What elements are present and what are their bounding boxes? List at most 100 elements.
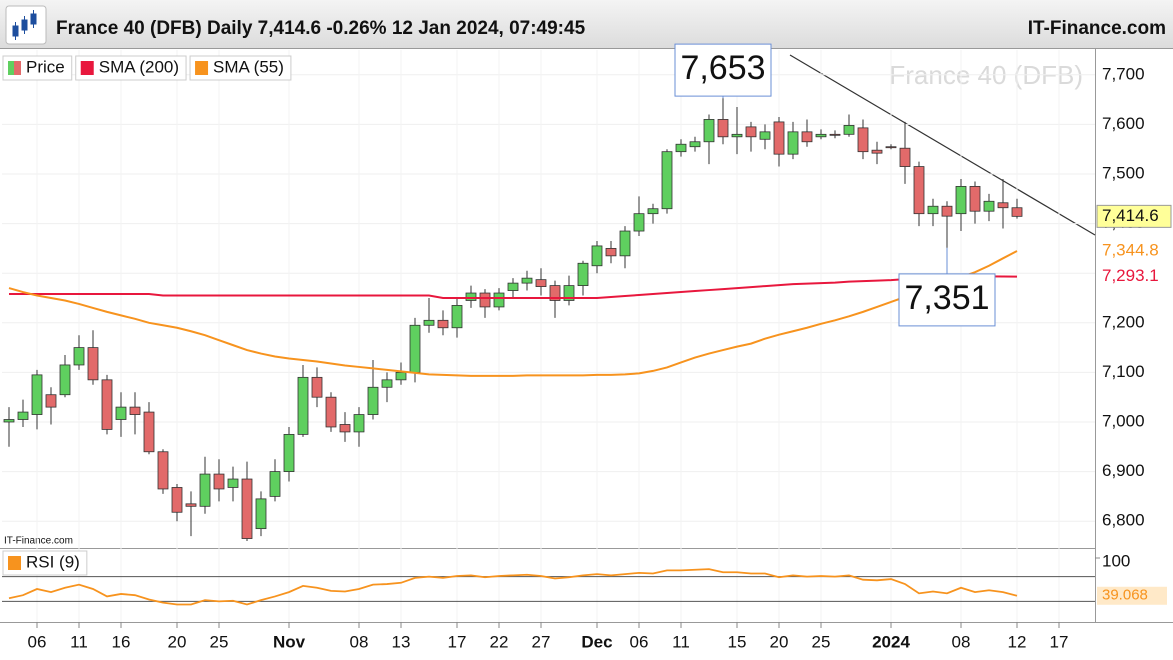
y-tick-label: 7,700: [1102, 64, 1145, 83]
x-tick-label: 06: [28, 632, 47, 651]
x-tick-label: 22: [490, 632, 509, 651]
x-tick-label: 08: [350, 632, 369, 651]
candle-up: [283, 433, 295, 472]
candle-down: [101, 379, 113, 430]
legend-item: SMA (200): [75, 55, 187, 81]
annotation-box: [898, 273, 996, 327]
candle-up: [31, 374, 43, 415]
candle-up: [521, 277, 533, 284]
candle-up: [703, 119, 715, 143]
candle-up: [619, 230, 631, 257]
last-value-label: 7,414.6: [1102, 206, 1159, 225]
x-tick-label: 12: [1008, 632, 1027, 651]
candle-up: [73, 347, 85, 366]
last-value-box: [1097, 265, 1171, 288]
candle-up: [395, 371, 407, 381]
candles: [3, 98, 1023, 542]
candle-up: [59, 364, 71, 396]
candle-up: [493, 292, 505, 308]
x-tick-label: 20: [168, 632, 187, 651]
legend-frame: [75, 55, 187, 81]
candle-down: [899, 147, 911, 167]
x-tick-label: 20: [770, 632, 789, 651]
x-tick-label: Dec: [581, 632, 612, 651]
last-value-label: 7,344.8: [1102, 240, 1159, 259]
candle-down: [45, 394, 57, 408]
candle-down: [549, 285, 561, 301]
x-tick-label: 17: [1050, 632, 1069, 651]
candle-up: [507, 282, 519, 291]
x-tick-label: 06: [630, 632, 649, 651]
grid: [2, 50, 1095, 622]
candle-up: [409, 324, 421, 373]
annotation-label: 7,653: [680, 49, 765, 87]
rsi-last-box: [1097, 586, 1167, 605]
legend-swatch: [195, 61, 209, 75]
legend-item: SMA (55): [189, 55, 292, 81]
candle-up: [591, 245, 603, 267]
sma-line: [8, 250, 1018, 377]
candle-down: [311, 376, 323, 398]
candle-up: [563, 285, 575, 301]
candle-up: [451, 305, 463, 329]
candle-down: [857, 127, 869, 153]
candle-up: [787, 131, 799, 155]
candle-up: [199, 473, 211, 507]
legend-label: RSI (9): [26, 552, 80, 571]
candle-down: [339, 424, 351, 433]
candle-down: [1011, 207, 1023, 217]
source: IT-Finance.com: [1028, 18, 1166, 39]
candle-down: [157, 451, 169, 490]
candle-down: [745, 126, 757, 138]
candle-down: [535, 279, 547, 287]
rsi-last-label: 39.068: [1102, 587, 1148, 604]
x-tick-label: 11: [672, 632, 690, 651]
candle-down: [913, 166, 925, 215]
last-value-box: [1097, 239, 1171, 262]
candle-down: [717, 119, 729, 138]
last-value-box: [1096, 204, 1172, 228]
candle-up: [423, 319, 435, 326]
candle-up: [227, 478, 239, 488]
candle-up: [255, 498, 267, 530]
legend-frame: [189, 55, 292, 81]
legend-label: SMA (55): [213, 57, 284, 76]
trendline: [789, 54, 1096, 236]
y-tick-label: 7,600: [1102, 114, 1145, 133]
candle-down: [479, 292, 491, 308]
candle-up: [381, 379, 393, 388]
y-tick-label: 7,200: [1102, 312, 1145, 331]
y-tick-label: 7,100: [1102, 362, 1145, 381]
candle-down: [829, 133, 841, 136]
x-tick-label: 27: [532, 632, 551, 651]
x-tick-label: 16: [112, 632, 131, 651]
x-tick-label: 25: [210, 632, 229, 651]
annotation-label: 7,351: [904, 279, 989, 317]
x-tick-label: Nov: [273, 632, 306, 651]
last-value-label: 7,293.1: [1102, 266, 1159, 285]
candle-up: [731, 133, 743, 138]
candle-down: [185, 503, 197, 507]
candle-down: [171, 487, 183, 513]
header-bar: [0, 0, 1173, 48]
y-tick-label: 7,500: [1102, 163, 1145, 182]
sma-line: [9, 275, 1018, 299]
footer-source: IT-Finance.com: [4, 536, 73, 547]
candle-up: [759, 131, 771, 140]
candle-up: [983, 200, 995, 212]
candle-up: [465, 292, 477, 301]
candle-down: [801, 131, 813, 143]
candle-up: [297, 376, 309, 435]
legend-frame: [2, 55, 73, 81]
annotation-box: [674, 43, 772, 97]
candle-down: [997, 202, 1009, 209]
candle-down: [87, 347, 99, 381]
candle-up: [843, 124, 855, 135]
legend-item: Price: [2, 55, 73, 81]
candle-up: [17, 411, 29, 420]
legend-swatch: [14, 61, 21, 75]
x-tick-label: 13: [392, 632, 411, 651]
candle-down: [213, 473, 225, 490]
y-tick-label: 7,000: [1102, 411, 1145, 430]
